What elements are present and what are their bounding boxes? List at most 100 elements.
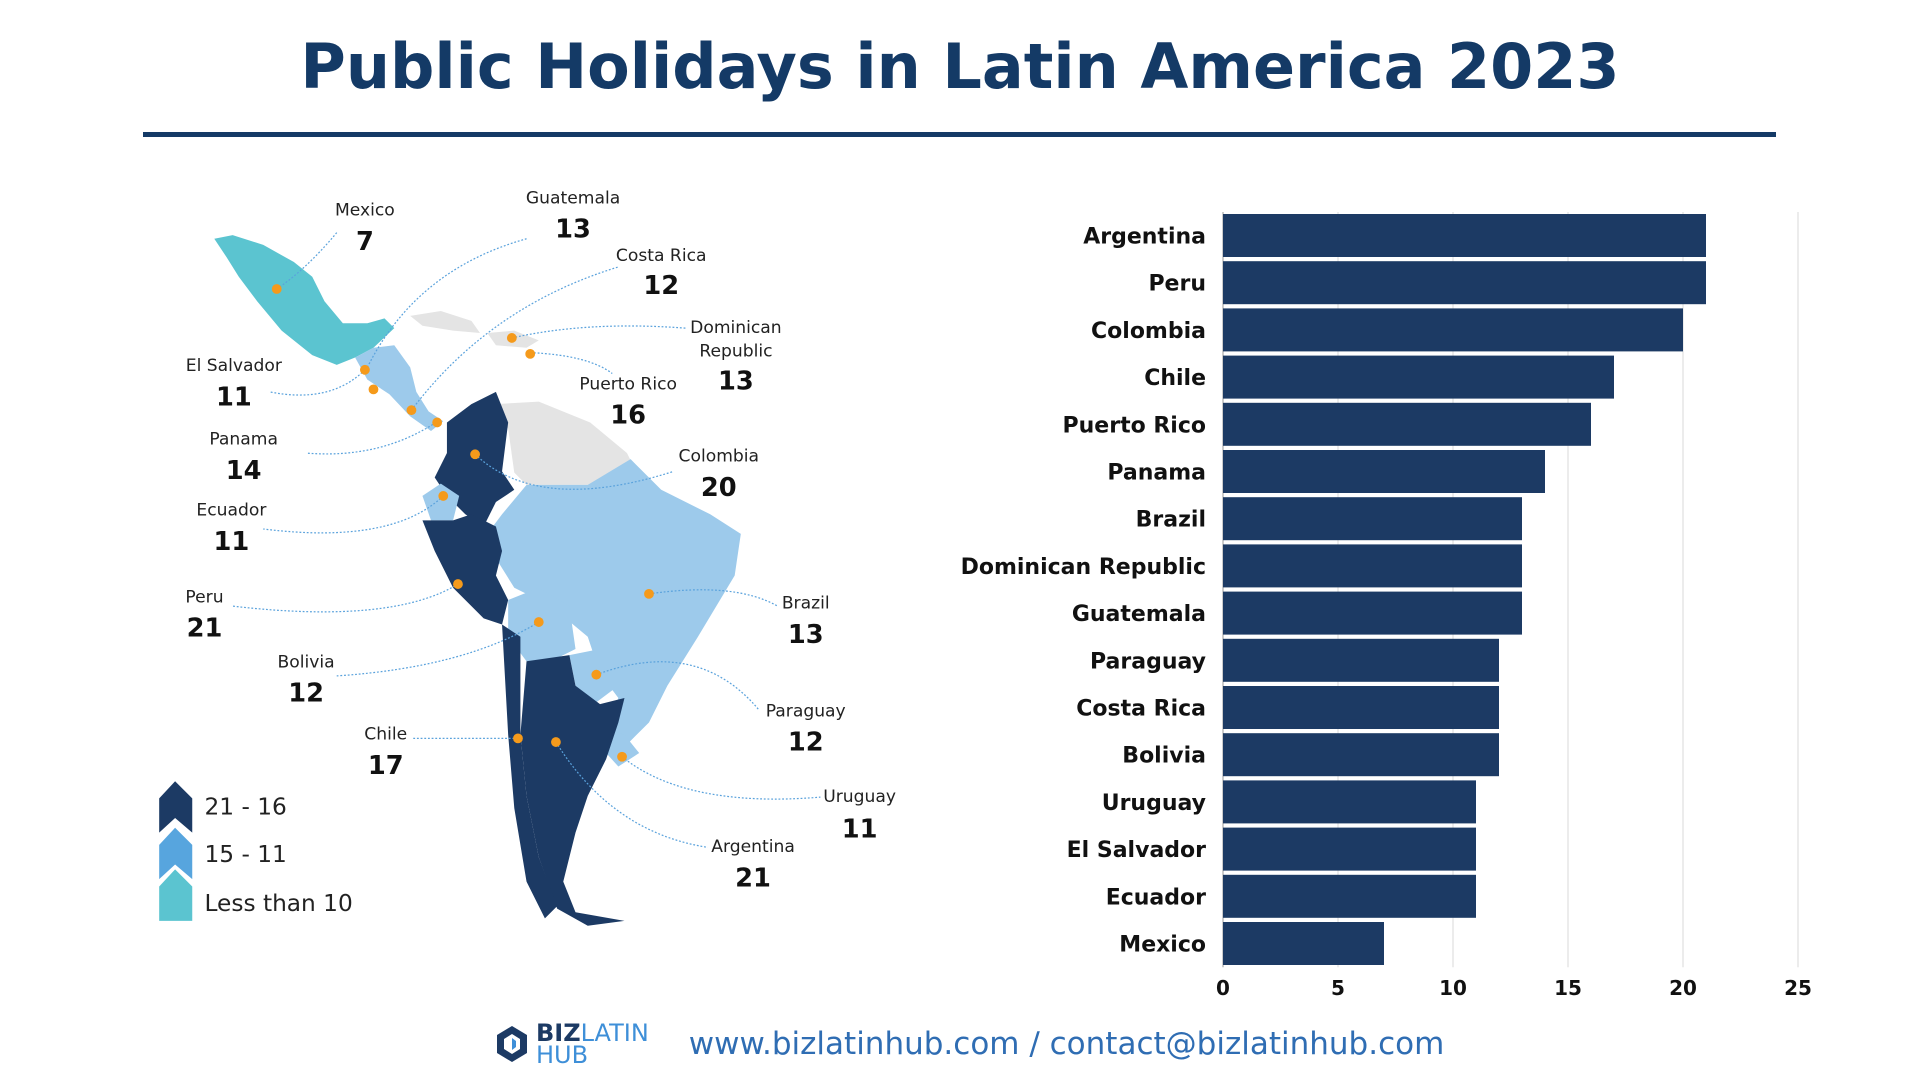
chile-shape bbox=[502, 624, 558, 919]
category-label: Brazil bbox=[1136, 508, 1206, 533]
label-country: Costa Rica bbox=[616, 246, 707, 266]
label-value: 20 bbox=[701, 473, 737, 503]
legend-label: 15 - 11 bbox=[204, 841, 286, 868]
label-country: Uruguay bbox=[823, 787, 896, 807]
logo-biz: BIZ bbox=[536, 1019, 581, 1047]
label-value: 13 bbox=[788, 620, 824, 650]
page-title: Public Holidays in Latin America 2023 bbox=[300, 30, 1620, 103]
label-country: Guatemala bbox=[526, 188, 620, 208]
legend-swatch-dark bbox=[159, 781, 193, 833]
dot-guatemala bbox=[360, 364, 370, 375]
category-label: Ecuador bbox=[1106, 885, 1206, 910]
label-country: El Salvador bbox=[186, 356, 283, 376]
label-value: 11 bbox=[214, 527, 250, 557]
mexico-shape bbox=[214, 235, 395, 365]
dot-mexico bbox=[271, 284, 282, 294]
dot-argentina bbox=[551, 737, 561, 747]
dot-bolivia bbox=[533, 617, 544, 627]
category-label: Mexico bbox=[1119, 933, 1206, 958]
label-country: Peru bbox=[185, 587, 223, 607]
peru-shape bbox=[422, 514, 509, 625]
category-labels: Argentina Peru Colombia Chile Puerto Rico Pan… bbox=[961, 225, 1207, 958]
category-label: Costa Rica bbox=[1076, 697, 1206, 722]
legend-swatch-teal bbox=[159, 869, 193, 921]
category-label: Puerto Rico bbox=[1063, 413, 1206, 438]
label-value: 13 bbox=[555, 215, 591, 245]
category-label: Dominican Republic bbox=[961, 555, 1206, 580]
label-country: Bolivia bbox=[278, 652, 335, 672]
bar-costa-rica bbox=[1223, 686, 1499, 729]
category-label: Paraguay bbox=[1090, 649, 1206, 674]
uruguay-shape bbox=[606, 728, 640, 767]
label-country: Panama bbox=[209, 429, 278, 449]
label-value: 11 bbox=[216, 382, 252, 412]
label-country: Paraguay bbox=[766, 701, 846, 721]
x-tick-label: 10 bbox=[1439, 976, 1467, 1000]
venezuela-guianas-shape bbox=[495, 401, 637, 485]
legend-label: Less than 10 bbox=[204, 890, 352, 917]
x-tick-label: 15 bbox=[1554, 976, 1582, 1000]
title-divider bbox=[143, 132, 1776, 137]
dot-puerto-rico bbox=[525, 348, 536, 359]
dot-paraguay bbox=[591, 669, 602, 680]
caribbean-shape bbox=[410, 311, 539, 348]
label-value: 11 bbox=[842, 815, 878, 845]
contact-info[interactable]: www.bizlatinhub.com / contact@bizlatinhu… bbox=[688, 1026, 1445, 1062]
bar-mexico bbox=[1223, 922, 1384, 965]
bizlatinhub-logo[interactable]: BIZLATIN HUB bbox=[494, 1019, 649, 1069]
bar-panama bbox=[1223, 450, 1545, 493]
label-value: 17 bbox=[368, 751, 404, 781]
bar-argentina bbox=[1223, 214, 1706, 257]
label-country: Brazil bbox=[782, 594, 830, 614]
bar-colombia bbox=[1223, 308, 1683, 352]
logo-hub: HUB bbox=[536, 1041, 589, 1069]
map-labels: Mexico 7 Guatemala 13 Costa Rica 12 Domi… bbox=[185, 188, 896, 893]
dot-uruguay bbox=[617, 751, 627, 762]
category-label: Uruguay bbox=[1102, 791, 1206, 816]
x-tick-label: 0 bbox=[1216, 976, 1230, 1000]
category-label: Argentina bbox=[1083, 225, 1206, 250]
bar-peru bbox=[1223, 261, 1706, 305]
dot-peru bbox=[453, 579, 463, 589]
bar-el-salvador bbox=[1223, 827, 1476, 871]
dot-panama bbox=[432, 417, 443, 428]
category-label: Guatemala bbox=[1072, 602, 1206, 627]
label-value: 12 bbox=[788, 728, 824, 758]
category-label: Panama bbox=[1107, 461, 1206, 486]
label-value: 21 bbox=[187, 614, 223, 644]
logo-hexagon-icon bbox=[497, 1026, 527, 1062]
dot-brazil bbox=[644, 588, 654, 599]
label-value: 12 bbox=[643, 271, 679, 301]
label-country: Puerto Rico bbox=[579, 374, 677, 394]
label-value: 7 bbox=[356, 227, 374, 257]
label-country-line2: Republic bbox=[699, 341, 772, 361]
category-label: El Salvador bbox=[1067, 838, 1207, 863]
label-value: 12 bbox=[288, 679, 324, 709]
dot-dominican-republic bbox=[506, 333, 517, 343]
label-value: 13 bbox=[718, 366, 754, 396]
brazil-shape bbox=[483, 459, 741, 747]
bars bbox=[1223, 214, 1706, 965]
category-label: Bolivia bbox=[1122, 744, 1206, 769]
x-tick-label: 5 bbox=[1331, 976, 1345, 1000]
dot-el-salvador bbox=[368, 384, 379, 395]
label-country: Chile bbox=[364, 725, 407, 745]
leader-lines bbox=[232, 232, 821, 848]
logo-latin: LATIN bbox=[580, 1019, 649, 1047]
dot-chile bbox=[513, 733, 523, 744]
x-tick-labels: 0 5 10 15 20 25 bbox=[1216, 976, 1812, 1000]
bar-paraguay bbox=[1223, 638, 1499, 682]
argentina-shape bbox=[520, 655, 625, 926]
category-label: Peru bbox=[1148, 272, 1206, 297]
label-country: Mexico bbox=[335, 201, 395, 221]
ecuador-shape bbox=[422, 483, 460, 521]
bar-dominican-republic bbox=[1223, 544, 1522, 588]
label-value: 16 bbox=[610, 401, 646, 431]
legend-label: 21 - 16 bbox=[204, 793, 286, 820]
label-country: Ecuador bbox=[196, 501, 267, 521]
bar-chile bbox=[1223, 355, 1614, 399]
x-tick-label: 20 bbox=[1669, 976, 1697, 1000]
dot-costa-rica bbox=[406, 405, 417, 416]
dot-ecuador bbox=[438, 491, 449, 501]
